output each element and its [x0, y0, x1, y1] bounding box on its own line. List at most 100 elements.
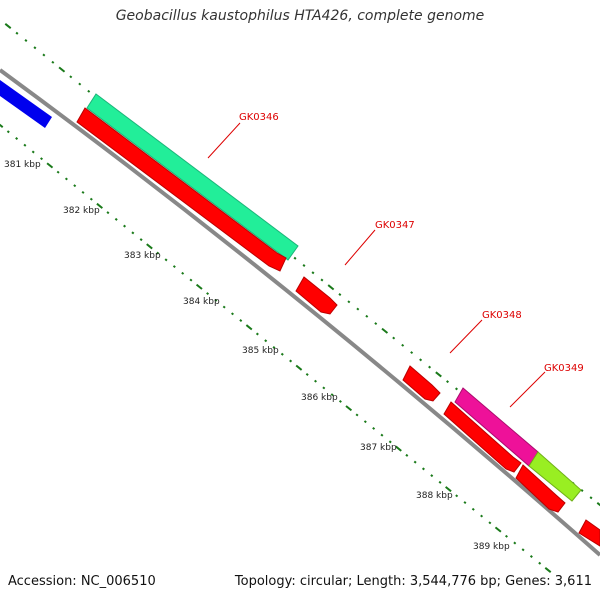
kbp-label-387: 387 kbp	[360, 443, 397, 453]
major-tick	[58, 66, 66, 73]
minor-tick	[488, 521, 492, 525]
feature-gk0346-red	[76, 107, 287, 272]
major-tick	[435, 371, 442, 378]
major-tick	[0, 123, 4, 128]
minor-tick	[206, 292, 210, 296]
minor-tick	[419, 358, 423, 362]
feature-gk0349-red-lower	[515, 464, 566, 513]
minor-tick	[24, 39, 28, 42]
minor-tick	[131, 231, 135, 235]
major-tick	[445, 486, 452, 493]
inner-tick-track	[0, 123, 552, 573]
minor-tick	[42, 53, 46, 57]
minor-tick	[347, 300, 351, 304]
major-tick	[494, 526, 502, 533]
minor-tick	[388, 440, 392, 444]
minor-tick	[15, 31, 19, 35]
minor-tick	[23, 143, 27, 147]
minor-tick	[51, 60, 55, 64]
minor-tick	[392, 336, 396, 340]
feature-gk0346-teal	[86, 93, 299, 261]
minor-tick	[293, 256, 297, 260]
minor-tick	[40, 157, 43, 161]
gene-label-gk0346: GK0346	[239, 112, 279, 123]
minor-tick	[69, 75, 73, 79]
minor-tick	[338, 293, 342, 296]
minor-tick	[374, 322, 378, 326]
minor-tick	[164, 258, 168, 262]
leader-gk0349	[509, 371, 546, 408]
minor-tick	[513, 541, 517, 545]
major-tick	[596, 502, 600, 507]
minor-tick	[305, 372, 309, 376]
minor-tick	[106, 211, 110, 215]
gene-label-gk0348: GK0348	[482, 310, 522, 321]
minor-tick	[355, 413, 359, 417]
feature-gk0347-red	[295, 276, 338, 315]
kbp-label-385: 385 kbp	[242, 346, 279, 356]
feature-blue	[0, 80, 52, 128]
minor-tick	[172, 265, 176, 269]
minor-tick	[421, 467, 425, 471]
leader-gk0348	[449, 319, 483, 354]
minor-tick	[139, 238, 143, 242]
minor-tick	[31, 150, 35, 154]
minor-tick	[311, 271, 315, 275]
minor-tick	[505, 534, 508, 538]
minor-tick	[73, 184, 77, 188]
minor-tick	[430, 474, 434, 478]
feature-gk0348-red-lower	[443, 401, 522, 473]
accession-text: Accession: NC_006510	[8, 574, 156, 589]
minor-tick	[289, 359, 293, 363]
major-tick	[544, 567, 552, 573]
minor-tick	[330, 393, 334, 397]
major-tick	[146, 243, 153, 250]
minor-tick	[356, 307, 360, 311]
minor-tick	[239, 319, 243, 323]
genome-summary-text: Topology: circular; Length: 3,544,776 bp…	[234, 574, 592, 589]
minor-tick	[365, 314, 369, 318]
major-tick	[4, 23, 12, 29]
kbp-label-382: 382 kbp	[63, 206, 100, 216]
feature-edge-red	[578, 519, 600, 547]
minor-tick	[89, 197, 93, 201]
minor-tick	[372, 426, 376, 430]
kbp-label-386: 386 kbp	[301, 393, 338, 403]
minor-tick	[15, 137, 19, 140]
minor-tick	[529, 555, 533, 558]
major-tick	[195, 283, 203, 290]
kbp-label-383: 383 kbp	[124, 251, 161, 261]
feature-gk0348-red	[402, 365, 441, 402]
minor-tick	[123, 224, 127, 228]
minor-tick	[87, 89, 91, 93]
major-tick	[46, 162, 54, 169]
kbp-label-388: 388 kbp	[416, 491, 453, 501]
minor-tick	[272, 346, 276, 349]
minor-tick	[64, 177, 68, 181]
minor-tick	[589, 496, 593, 500]
minor-tick	[314, 379, 317, 383]
minor-tick	[413, 460, 417, 464]
gene-label-gk0347: GK0347	[375, 220, 415, 231]
major-tick	[245, 324, 253, 331]
minor-tick	[231, 312, 234, 316]
leader-gk0347	[344, 229, 376, 266]
major-tick	[381, 327, 389, 334]
minor-tick	[302, 264, 306, 267]
minor-tick	[521, 548, 525, 552]
gene-label-gk0349: GK0349	[544, 363, 584, 374]
minor-tick	[78, 82, 82, 86]
minor-tick	[6, 130, 10, 134]
feature-gk0349-lime	[528, 451, 582, 502]
minor-tick	[189, 278, 193, 282]
major-tick	[395, 445, 402, 452]
major-tick	[345, 405, 353, 412]
minor-tick	[214, 298, 218, 302]
minor-tick	[380, 433, 384, 437]
leader-gk0346	[207, 122, 241, 159]
minor-tick	[410, 351, 414, 355]
minor-tick	[255, 332, 259, 336]
minor-tick	[56, 170, 60, 174]
major-tick	[295, 364, 303, 371]
